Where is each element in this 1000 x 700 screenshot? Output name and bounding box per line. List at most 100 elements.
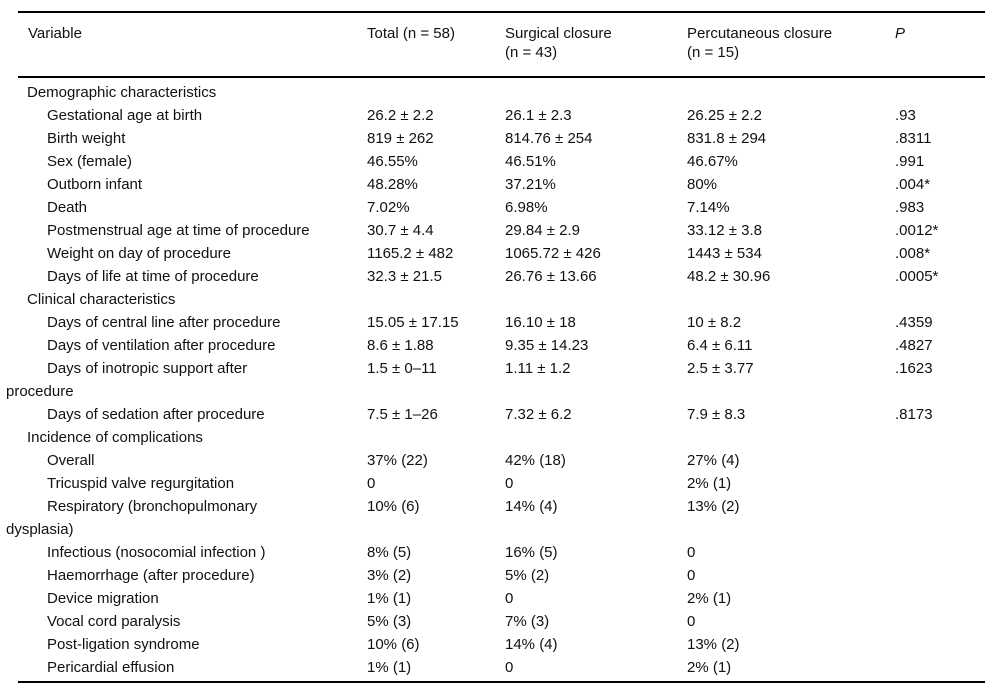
cell-variable: Days of central line after procedure — [0, 311, 367, 334]
table-row: Outborn infant 48.28% 37.21% 80% .004* — [0, 173, 1000, 196]
cell-surgical: 9.35 ± 14.23 — [505, 337, 589, 354]
cell-surgical: 37.21% — [505, 176, 556, 193]
cell-surgical: 7% (3) — [505, 613, 550, 630]
cell-p-value: .93 — [895, 107, 916, 124]
cell-percutaneous: 27% (4) — [687, 452, 740, 469]
col-header-total: Total (n = 58) — [367, 25, 455, 42]
cell-percutaneous: 2.5 ± 3.77 — [687, 360, 754, 377]
cell-p-value: .4827 — [895, 337, 933, 354]
cell-p-value: .4359 — [895, 314, 933, 331]
variable-label: Gestational age at birth — [47, 107, 203, 124]
cell-variable: Vocal cord paralysis — [0, 610, 367, 633]
table-row: Haemorrhage (after procedure) 3% (2) 5% … — [0, 564, 1000, 587]
table-row: Device migration 1% (1) 0 2% (1) — [0, 587, 1000, 610]
cell-surgical: 0 — [505, 475, 514, 492]
cell-total: 1.5 ± 0–11 — [367, 360, 437, 377]
cell-variable: Days of inotropic support after procedur… — [0, 357, 367, 403]
cell-variable: Death — [0, 196, 367, 219]
cell-percutaneous: 0 — [687, 613, 696, 630]
table-row: Days of life at time of procedure 32.3 ±… — [0, 265, 1000, 288]
table-row: Days of ventilation after procedure 8.6 … — [0, 334, 1000, 357]
cell-variable: Gestational age at birth — [0, 104, 367, 127]
cell-surgical: 46.51% — [505, 153, 556, 170]
cell-total: 48.28% — [367, 176, 418, 193]
table-row: Postmenstrual age at time of procedure 3… — [0, 219, 1000, 242]
cell-total: 7.02% — [367, 199, 410, 216]
variable-label: Device migration — [47, 590, 159, 607]
cell-total: 0 — [367, 475, 376, 492]
cell-variable: Overall — [0, 449, 367, 472]
cell-surgical: 14% (4) — [505, 636, 558, 653]
cell-percutaneous: 0 — [687, 544, 696, 561]
cell-surgical: 14% (4) — [505, 498, 558, 515]
variable-label: Sex (female) — [47, 153, 133, 170]
cell-p-value: .8311 — [895, 130, 932, 147]
variable-label: Demographic characteristics — [27, 84, 217, 101]
cell-total: 5% (3) — [367, 613, 412, 630]
cell-variable: Birth weight — [0, 127, 367, 150]
cell-variable: Clinical characteristics — [0, 288, 367, 311]
table-row: Infectious (nosocomial infection ) 8% (5… — [0, 541, 1000, 564]
cell-total: 8% (5) — [367, 544, 412, 561]
table-header-row: Variable Total (n = 58) Surgical closure… — [0, 13, 1000, 76]
table-row: Demographic characteristics — [0, 81, 1000, 104]
cell-percutaneous: 831.8 ± 294 — [687, 130, 767, 147]
cell-total: 3% (2) — [367, 567, 412, 584]
table-rule-top — [18, 11, 985, 13]
cell-total: 1165.2 ± 482 — [367, 245, 454, 262]
variable-label: Days of central line after procedure — [47, 314, 281, 331]
cell-surgical: 814.76 ± 254 — [505, 130, 593, 147]
cell-variable: Postmenstrual age at time of procedure — [0, 219, 367, 242]
variable-label: Vocal cord paralysis — [47, 613, 181, 630]
cell-total: 7.5 ± 1–26 — [367, 406, 438, 423]
cell-total: 30.7 ± 4.4 — [367, 222, 434, 239]
cell-total: 819 ± 262 — [367, 130, 434, 147]
variable-label: Overall — [47, 452, 95, 469]
table-row: Vocal cord paralysis 5% (3) 7% (3) 0 — [0, 610, 1000, 633]
table-row: Post-ligation syndrome 10% (6) 14% (4) 1… — [0, 633, 1000, 656]
table-row: Days of inotropic support after procedur… — [0, 357, 1000, 403]
cell-variable: Sex (female) — [0, 150, 367, 173]
cell-variable: Device migration — [0, 587, 367, 610]
cell-percutaneous: 6.4 ± 6.11 — [687, 337, 753, 354]
variable-label-continuation: dysplasia) — [6, 521, 74, 538]
table-row: Tricuspid valve regurgitation 0 0 2% (1) — [0, 472, 1000, 495]
cell-variable: Infectious (nosocomial infection ) — [0, 541, 367, 564]
cell-percutaneous: 80% — [687, 176, 718, 193]
variable-label: Outborn infant — [47, 176, 143, 193]
cell-surgical: 7.32 ± 6.2 — [505, 406, 572, 423]
variable-label: Days of inotropic support after — [47, 360, 248, 377]
variable-label: Days of sedation after procedure — [47, 406, 265, 423]
col-header-percutaneous-line2: (n = 15) — [687, 44, 740, 61]
cell-p-value: .0005* — [895, 268, 939, 285]
variable-label: Incidence of complications — [27, 429, 203, 446]
variable-label: Days of ventilation after procedure — [47, 337, 276, 354]
cell-percutaneous: 2% (1) — [687, 659, 732, 676]
cell-variable: Demographic characteristics — [0, 81, 367, 104]
table-row: Days of sedation after procedure 7.5 ± 1… — [0, 403, 1000, 426]
cell-surgical: 1.11 ± 1.2 — [505, 360, 571, 377]
cell-total: 37% (22) — [367, 452, 428, 469]
cell-variable: Days of ventilation after procedure — [0, 334, 367, 357]
cell-p-value: .991 — [895, 153, 925, 170]
cell-surgical: 42% (18) — [505, 452, 566, 469]
cell-total: 1% (1) — [367, 659, 412, 676]
cell-variable: Respiratory (bronchopulmonary dysplasia) — [0, 495, 367, 541]
variable-label: Tricuspid valve regurgitation — [47, 475, 235, 492]
cell-variable: Post-ligation syndrome — [0, 633, 367, 656]
variable-label: Clinical characteristics — [27, 291, 176, 308]
cell-p-value: .8173 — [895, 406, 933, 423]
cell-percutaneous: 33.12 ± 3.8 — [687, 222, 762, 239]
table-row: Respiratory (bronchopulmonary dysplasia)… — [0, 495, 1000, 541]
table-row: Sex (female) 46.55% 46.51% 46.67% .991 — [0, 150, 1000, 173]
col-header-p-value: P — [895, 25, 906, 42]
table-row: Birth weight 819 ± 262 814.76 ± 254 831.… — [0, 127, 1000, 150]
table-body: Demographic characteristics Gestational … — [0, 78, 1000, 679]
table-row: Days of central line after procedure 15.… — [0, 311, 1000, 334]
cell-percutaneous: 13% (2) — [687, 498, 740, 515]
table-row: Gestational age at birth 26.2 ± 2.2 26.1… — [0, 104, 1000, 127]
col-header-variable: Variable — [28, 25, 82, 42]
cell-surgical: 0 — [505, 590, 514, 607]
cell-total: 26.2 ± 2.2 — [367, 107, 434, 124]
cell-variable: Pericardial effusion — [0, 656, 367, 679]
